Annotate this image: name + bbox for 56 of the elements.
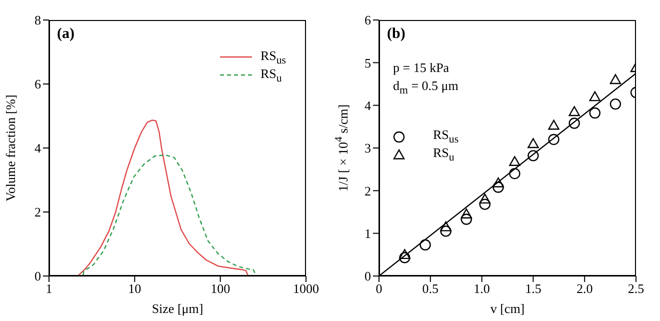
chart-title: (a) [57,26,74,43]
point [568,118,580,129]
y-tick-label: 4 [34,140,42,156]
annotation: p = 15 kPa [393,60,450,76]
y-tick-label: 4 [364,98,372,113]
x-tick-label: 2.5 [628,281,644,296]
x-tick-label: 2.0 [576,281,593,296]
point [589,91,600,102]
point [399,252,410,264]
point [492,177,504,188]
point [479,194,490,204]
point [399,249,410,260]
point [460,208,472,218]
y-tick-label: 5 [364,55,371,70]
y-tick-label: 6 [364,12,372,28]
point [509,168,520,180]
x-axis-title: Size [μm] [150,301,204,317]
y-tick-label: 2 [34,204,41,220]
x-tick-label: 1 [46,281,52,296]
chart-title: (b) [387,26,406,43]
y-tick-label: 8 [34,12,41,28]
point [492,182,504,193]
point [610,98,622,110]
point [479,198,490,210]
y-tick-label: 2 [364,183,371,198]
point [589,107,600,119]
point [509,156,520,166]
annotation: d$_{m}$ = 0.5 μm [393,78,458,97]
point [440,226,452,237]
y-tick-label: 6 [34,76,42,92]
legend-label: RS$_{us}$ [433,127,459,146]
legend-label: RS$_{us}$ [260,48,286,66]
x-tick-label: 0.5 [422,281,439,296]
point [548,120,560,130]
point [528,150,539,162]
y-tick-label: 0 [34,268,41,284]
y-axis-title: Volume fraction [%] [3,94,19,204]
x-tick-label: 1.5 [525,281,542,296]
legend-label: RS$_{u}$ [260,66,282,84]
point [420,239,431,250]
legend-label: RS$_{u}$ [433,145,454,164]
x-tick-label: 10 [128,281,142,296]
point [548,134,560,146]
y-tick-label: 3 [364,140,371,156]
point [460,214,472,225]
point [528,138,539,148]
x-tick-label: 1000 [293,281,319,296]
point [568,106,580,116]
y-tick-label: 0 [364,268,371,284]
x-tick-label: 100 [210,281,230,296]
x-axis-title: v [cm] [489,301,526,317]
point [440,221,452,232]
y-tick-label: 1 [364,226,371,241]
x-tick-label: 1.0 [474,281,490,296]
x-tick-label: 0 [376,281,382,296]
point [610,74,622,84]
